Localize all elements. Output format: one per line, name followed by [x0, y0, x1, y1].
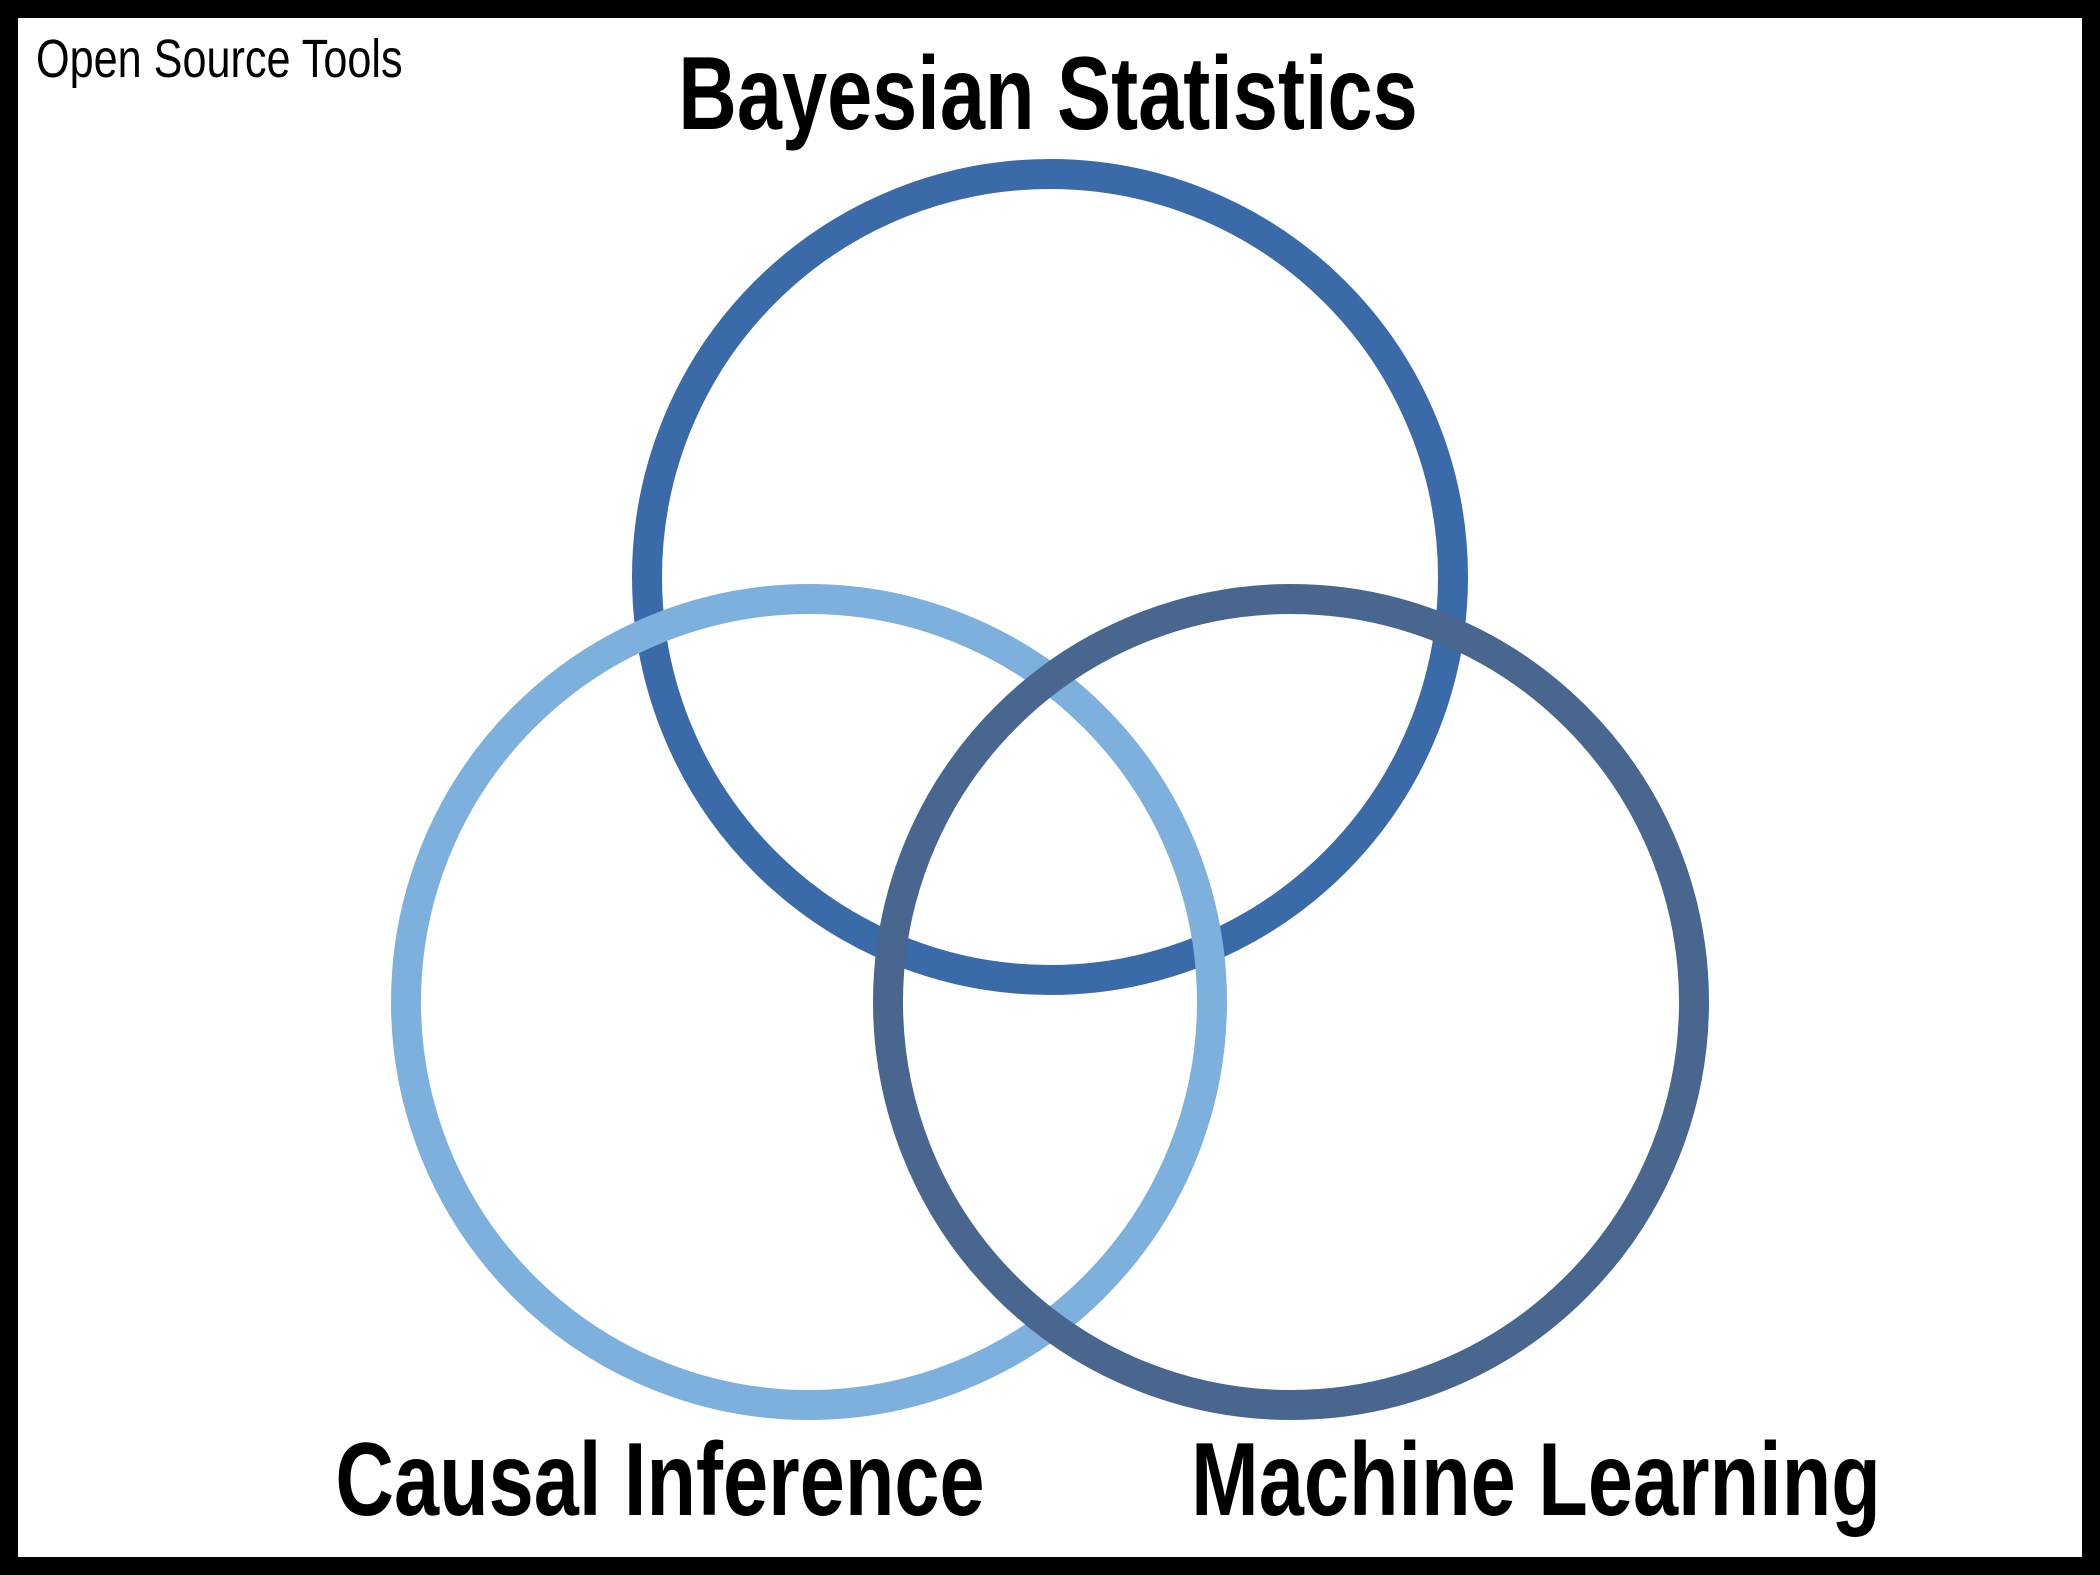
circle-machine-learning	[873, 584, 1709, 1420]
circle-bayesian-statistics	[632, 159, 1468, 995]
circle-causal-inference	[391, 584, 1227, 1420]
corner-title: Open Source Tools	[36, 29, 403, 89]
label-machine-learning: Machine Learning	[1191, 1422, 1881, 1538]
label-causal-inference: Causal Inference	[335, 1422, 985, 1538]
label-bayesian-statistics: Bayesian Statistics	[678, 36, 1418, 152]
